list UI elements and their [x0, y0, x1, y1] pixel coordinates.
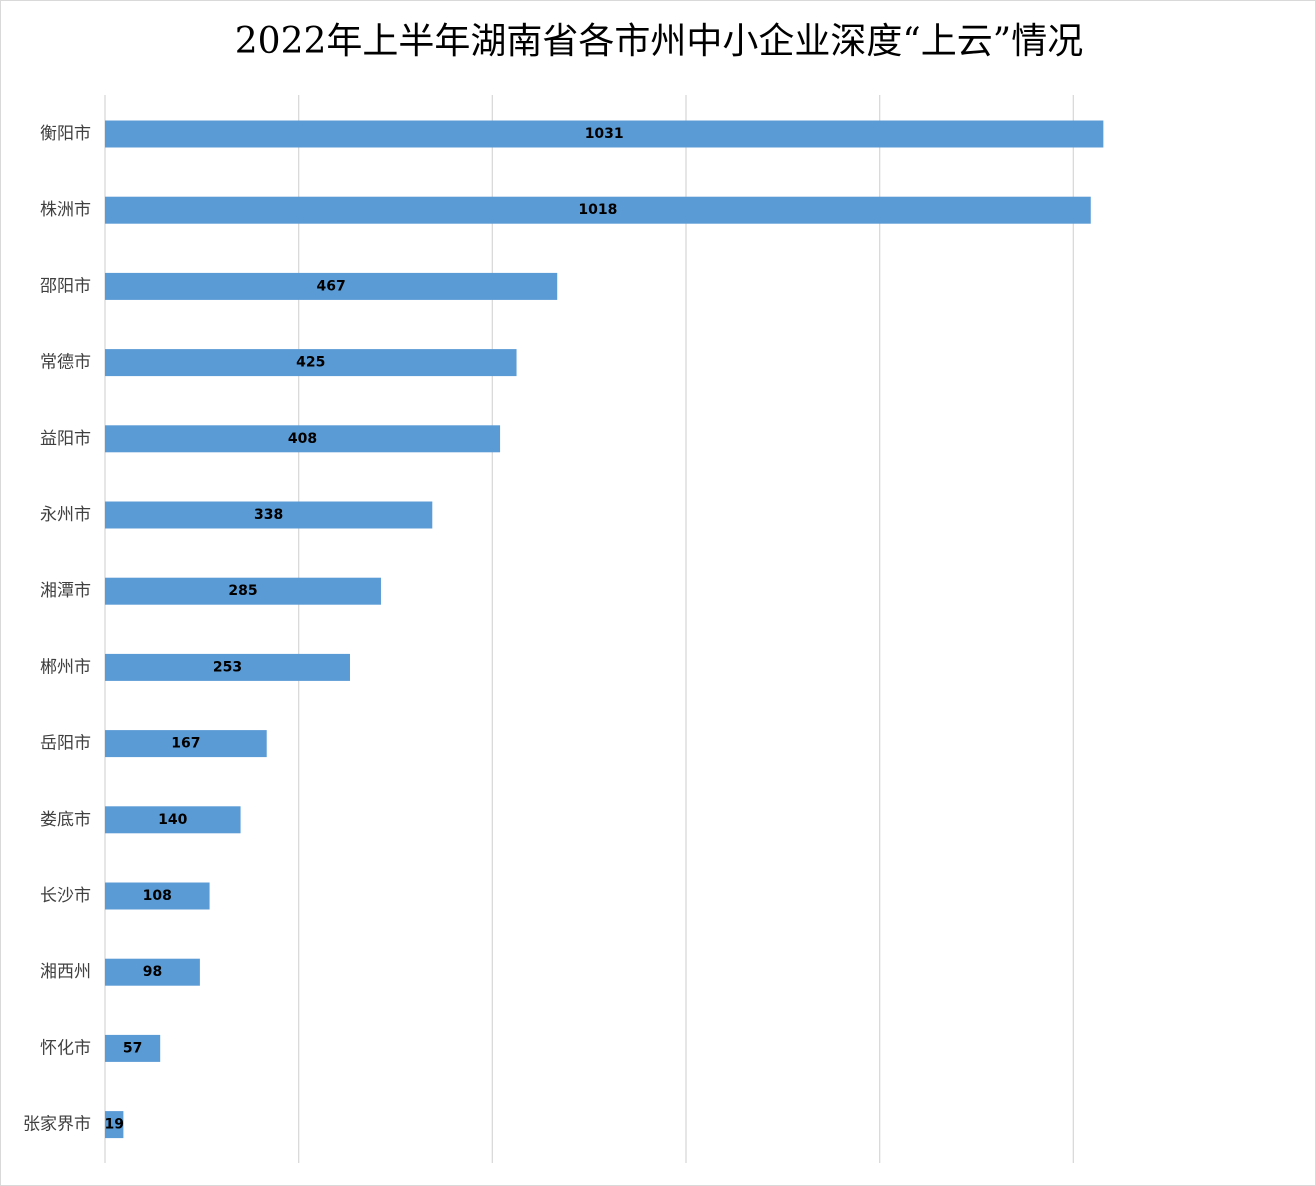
bar — [105, 882, 210, 910]
bar — [105, 1034, 161, 1062]
bars — [105, 120, 1104, 1139]
data-label: 338 — [254, 507, 283, 523]
bar — [105, 653, 350, 681]
data-label: 140 — [158, 812, 187, 828]
bar — [105, 196, 1091, 224]
bar — [105, 120, 1104, 148]
data-label: 467 — [316, 278, 345, 294]
labels: 衡阳市 1031 株洲市 1018 邵阳市 467 常德市 425 益阳市 408 永州市 338 湘潭… — [23, 124, 624, 1135]
bar — [105, 425, 501, 453]
category-label: 娄底市 — [40, 810, 91, 830]
category-label: 长沙市 — [40, 886, 91, 906]
data-label: 1018 — [578, 202, 617, 218]
data-label: 108 — [143, 888, 172, 904]
gridlines — [104, 95, 1074, 1163]
category-label: 张家界市 — [23, 1115, 91, 1135]
chart-title: 2022年上半年湖南省各市州中小企业深度“上云”情况 — [234, 21, 1084, 62]
data-label: 1031 — [585, 126, 624, 142]
bar — [105, 272, 558, 300]
category-label: 永州市 — [40, 505, 91, 525]
data-label: 408 — [288, 431, 317, 447]
data-label: 253 — [213, 659, 242, 675]
data-label: 285 — [228, 583, 257, 599]
bar — [105, 501, 433, 529]
category-label: 常德市 — [40, 353, 91, 373]
bar — [105, 349, 517, 377]
bar — [105, 577, 381, 605]
category-label: 怀化市 — [40, 1038, 91, 1058]
category-label: 湘潭市 — [40, 581, 91, 601]
data-label: 57 — [123, 1040, 142, 1056]
category-label: 岳阳市 — [40, 734, 91, 754]
data-label: 98 — [143, 964, 162, 980]
category-label: 邵阳市 — [40, 276, 91, 296]
data-label: 167 — [171, 736, 200, 752]
category-label: 益阳市 — [40, 429, 91, 449]
category-label: 衡阳市 — [40, 124, 91, 144]
bar — [105, 1111, 124, 1139]
bar — [105, 958, 200, 986]
category-label: 郴州市 — [40, 657, 91, 677]
category-label: 株洲市 — [40, 200, 91, 220]
bar — [105, 730, 267, 758]
data-label: 19 — [104, 1117, 123, 1133]
bar — [105, 806, 241, 834]
data-label: 425 — [296, 355, 325, 371]
category-label: 湘西州 — [40, 962, 91, 982]
